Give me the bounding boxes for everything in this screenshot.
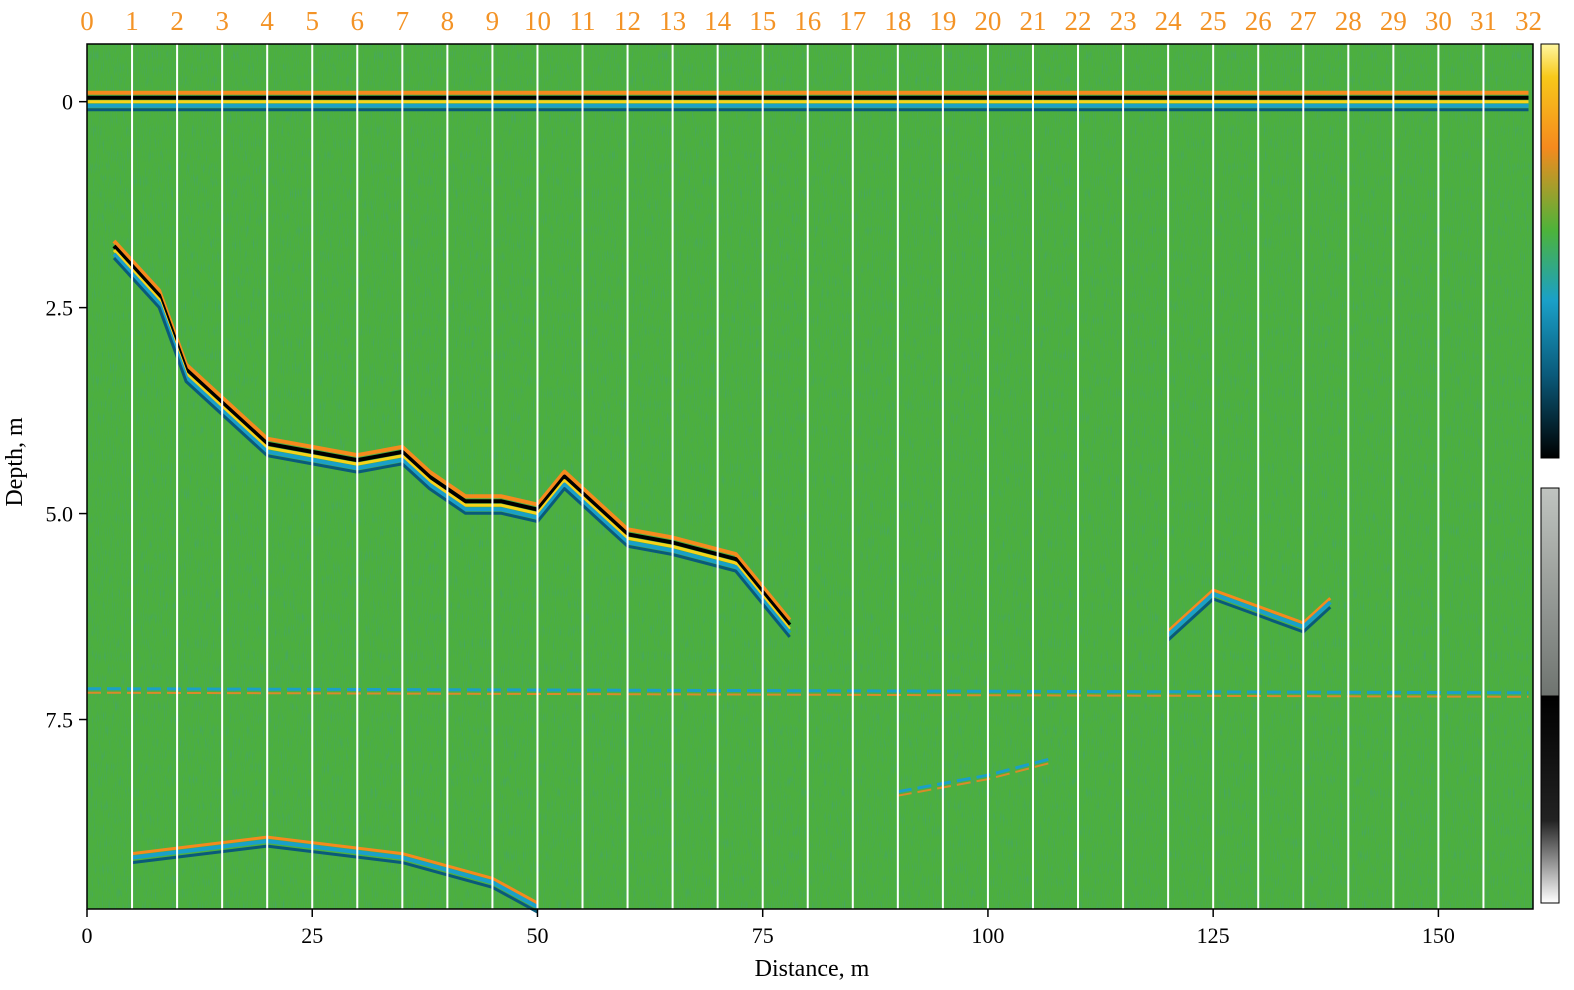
marker-label: 17	[839, 6, 866, 36]
marker-label: 28	[1335, 6, 1362, 36]
x-tick-label: 50	[526, 923, 548, 948]
marker-label: 0	[80, 6, 94, 36]
marker-label: 14	[704, 6, 732, 36]
marker-label: 27	[1290, 6, 1317, 36]
colorbar-bw-scale	[1540, 695, 1560, 904]
x-tick-label: 75	[752, 923, 774, 948]
y-tick-label: 2.5	[46, 296, 74, 321]
marker-label: 18	[884, 6, 911, 36]
plot-texture	[87, 44, 1533, 909]
distance-marker-layer: 0 1 2 3 4 5 6 7 8 9 10 11 12 13 14 15 16 17 18 19 20 21 22 23 24…	[80, 6, 1542, 909]
marker-label: 9	[486, 6, 500, 36]
marker-label: 25	[1200, 6, 1227, 36]
colorbar-amplitude-scale	[1540, 43, 1560, 459]
y-tick-label: 7.5	[46, 708, 74, 733]
marker-label: 5	[305, 6, 319, 36]
marker-label: 29	[1380, 6, 1407, 36]
colorbar	[1540, 43, 1560, 904]
marker-label: 7	[396, 6, 410, 36]
y-tick-label: 5.0	[46, 502, 74, 527]
marker-label: 21	[1019, 6, 1046, 36]
marker-label: 31	[1470, 6, 1497, 36]
marker-label: 4	[260, 6, 274, 36]
marker-label: 12	[614, 6, 641, 36]
marker-label: 15	[749, 6, 776, 36]
marker-label: 10	[524, 6, 551, 36]
x-axis-title: Distance, m	[755, 956, 870, 982]
marker-label: 6	[351, 6, 365, 36]
x-tick-label: 125	[1197, 923, 1230, 948]
y-tick-label: 0	[62, 90, 73, 115]
marker-label: 32	[1515, 6, 1542, 36]
marker-label: 20	[974, 6, 1001, 36]
marker-label: 26	[1245, 6, 1272, 36]
axis-layer: 0 25 50 75 100 125 150 0 2.5 5.0 7.5	[46, 90, 1455, 948]
marker-label: 1	[125, 6, 139, 36]
marker-label: 16	[794, 6, 821, 36]
plot-frame	[86, 43, 1534, 910]
x-tick-label: 25	[301, 923, 323, 948]
marker-label: 11	[570, 6, 596, 36]
colorbar-gray-scale	[1540, 487, 1560, 697]
marker-label: 13	[659, 6, 686, 36]
marker-label: 22	[1065, 6, 1092, 36]
x-tick-label: 0	[82, 923, 93, 948]
marker-label: 8	[441, 6, 455, 36]
marker-label: 19	[929, 6, 956, 36]
marker-label: 3	[215, 6, 229, 36]
marker-label: 24	[1155, 6, 1183, 36]
marker-label: 30	[1425, 6, 1452, 36]
x-tick-label: 100	[971, 923, 1004, 948]
marker-label: 2	[170, 6, 184, 36]
x-tick-label: 150	[1422, 923, 1455, 948]
y-axis-title: Depth, m	[2, 417, 28, 507]
marker-label: 23	[1110, 6, 1137, 36]
